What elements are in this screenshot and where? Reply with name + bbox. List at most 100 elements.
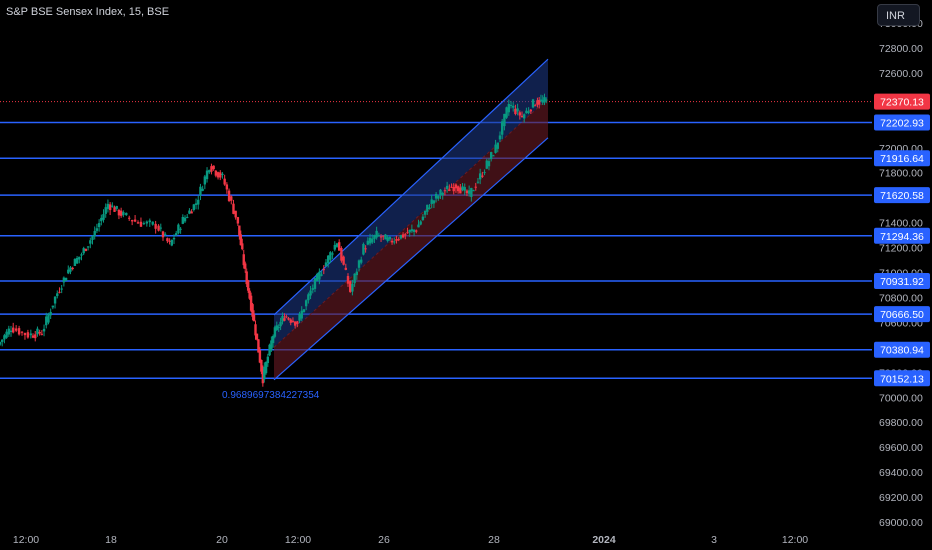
candle xyxy=(313,277,317,293)
candle-body xyxy=(285,316,288,318)
candle xyxy=(472,189,475,192)
candle-body xyxy=(45,316,48,326)
candle xyxy=(388,236,392,241)
candle xyxy=(264,361,268,375)
candle-body xyxy=(277,327,280,329)
candle xyxy=(285,314,288,319)
candle xyxy=(342,255,345,266)
candle-body xyxy=(293,321,297,326)
candle xyxy=(503,113,506,131)
candle xyxy=(38,329,41,336)
channel-lower-line xyxy=(273,137,549,381)
level-price-tag xyxy=(874,114,930,131)
candle xyxy=(293,321,297,329)
candle-body xyxy=(281,315,284,322)
candle xyxy=(487,158,491,171)
y-tick-label: 72600.00 xyxy=(879,68,923,80)
candle-body xyxy=(346,276,350,284)
candle-body xyxy=(520,115,524,117)
candle-body xyxy=(382,235,385,237)
candle xyxy=(335,242,339,248)
candle-body xyxy=(183,217,187,222)
candle-body xyxy=(242,254,245,266)
candle-body xyxy=(406,232,409,234)
candle-body xyxy=(1,339,4,342)
candle xyxy=(300,306,303,322)
candle-body xyxy=(223,178,226,185)
candle-body xyxy=(216,172,220,178)
x-tick-label: 20 xyxy=(216,534,228,546)
candle-body xyxy=(377,234,381,237)
candle xyxy=(9,325,13,337)
candle xyxy=(408,229,411,237)
candle-body xyxy=(395,239,398,241)
candle-body xyxy=(541,100,544,103)
candle-body xyxy=(115,205,118,209)
candle-body xyxy=(14,328,18,331)
candle-body xyxy=(238,225,241,236)
candle xyxy=(186,214,189,219)
candle-body xyxy=(298,313,301,321)
candle-body xyxy=(69,267,72,272)
candle-body xyxy=(289,319,292,323)
candle-body xyxy=(190,211,193,214)
candle xyxy=(465,189,469,197)
candle xyxy=(432,199,436,209)
currency-button[interactable]: INR xyxy=(877,4,920,26)
candle xyxy=(142,221,146,226)
candle xyxy=(362,242,365,256)
candle xyxy=(102,209,105,223)
candle-body xyxy=(212,165,215,170)
time-axis[interactable]: 12:00 18 20 12:00 26 28 2024 3 12:00 xyxy=(13,534,808,546)
candle xyxy=(536,97,539,108)
candle xyxy=(511,102,515,112)
candle xyxy=(239,230,243,246)
candle xyxy=(183,215,187,223)
candle xyxy=(139,217,143,227)
candle-body xyxy=(0,342,2,345)
candle-body xyxy=(539,99,543,101)
level-price-tag xyxy=(874,306,930,323)
candle xyxy=(113,205,116,213)
candle xyxy=(91,235,94,245)
candle-body xyxy=(309,290,312,296)
candle xyxy=(108,202,112,215)
candle xyxy=(234,210,237,220)
candle-body xyxy=(166,238,169,242)
candle-body xyxy=(104,207,107,214)
candle xyxy=(192,203,196,212)
candle-body xyxy=(351,283,354,292)
candle-body xyxy=(534,105,537,107)
candle-body xyxy=(399,234,403,239)
candle xyxy=(428,204,431,210)
candle xyxy=(441,191,444,200)
candle xyxy=(177,223,180,235)
candle-body xyxy=(518,112,522,116)
candle xyxy=(194,198,198,210)
candle xyxy=(172,234,176,244)
candle xyxy=(318,268,321,285)
candle xyxy=(133,215,137,223)
candle xyxy=(331,251,334,260)
candle-body xyxy=(481,175,484,177)
candle-body xyxy=(60,288,63,290)
candle-body xyxy=(270,340,273,351)
candle xyxy=(161,230,165,241)
candle xyxy=(249,292,253,312)
candle xyxy=(456,185,460,194)
candle xyxy=(406,227,409,234)
candle-body xyxy=(417,224,420,228)
candle-body xyxy=(322,269,325,271)
candle-body xyxy=(255,333,259,340)
channel-annotation: 0.9689697384227354 xyxy=(222,390,320,401)
candle xyxy=(379,234,383,243)
candle xyxy=(401,232,405,239)
candle-body xyxy=(527,111,530,113)
candle xyxy=(261,365,265,387)
candle-body xyxy=(26,332,30,338)
candle-body xyxy=(434,193,438,199)
candle xyxy=(203,174,207,190)
candle-body xyxy=(234,210,237,218)
candle-body xyxy=(128,217,131,219)
